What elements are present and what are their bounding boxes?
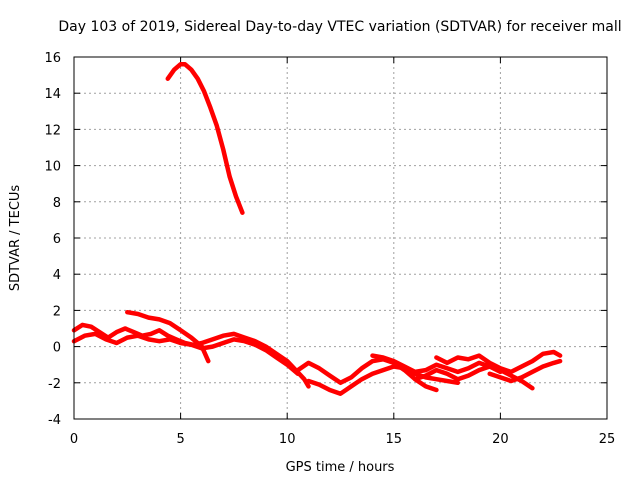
series-line-arc-i bbox=[487, 358, 563, 384]
chart-title: Day 103 of 2019, Sidereal Day-to-day VTE… bbox=[58, 19, 621, 35]
y-tick-label: -4 bbox=[48, 413, 61, 428]
y-tick-label: 4 bbox=[53, 268, 61, 283]
series-line-arc-e bbox=[306, 364, 461, 396]
series-line-arc-high bbox=[165, 61, 245, 215]
x-tick-label: 25 bbox=[599, 432, 616, 447]
x-tick-label: 0 bbox=[70, 432, 78, 447]
y-tick-label: -2 bbox=[48, 377, 61, 392]
series-line-arc-d bbox=[295, 357, 439, 393]
x-tick-label: 20 bbox=[492, 432, 509, 447]
x-axis-label: GPS time / hours bbox=[286, 460, 395, 475]
series-line-arc-g bbox=[412, 364, 535, 391]
series-group bbox=[71, 61, 563, 396]
y-tick-label: 14 bbox=[44, 87, 61, 102]
plot-frame bbox=[73, 56, 608, 420]
series-line-arc-h bbox=[434, 349, 563, 375]
x-tick-label: 10 bbox=[279, 432, 296, 447]
x-tick-labels: 0 5 10 15 20 25 bbox=[70, 432, 615, 447]
y-tick-label: 12 bbox=[44, 123, 61, 138]
y-tick-label: 6 bbox=[53, 232, 61, 247]
y-tick-label: 2 bbox=[53, 304, 61, 319]
series-line-arc-b bbox=[71, 331, 301, 377]
x-tick-label: 15 bbox=[386, 432, 403, 447]
y-tick-label: 16 bbox=[44, 51, 61, 66]
y-tick-label: 8 bbox=[53, 196, 61, 211]
y-tick-label: 10 bbox=[44, 160, 61, 175]
series-line-arc-f bbox=[370, 353, 503, 375]
series-line-arc-c bbox=[125, 309, 211, 364]
x-tick-label: 5 bbox=[176, 432, 184, 447]
y-tick-labels: -4 -2 0 2 4 6 8 10 12 14 16 bbox=[44, 51, 61, 428]
y-tick-label: 0 bbox=[53, 341, 61, 356]
y-axis-label: SDTVAR / TECUs bbox=[8, 185, 23, 292]
